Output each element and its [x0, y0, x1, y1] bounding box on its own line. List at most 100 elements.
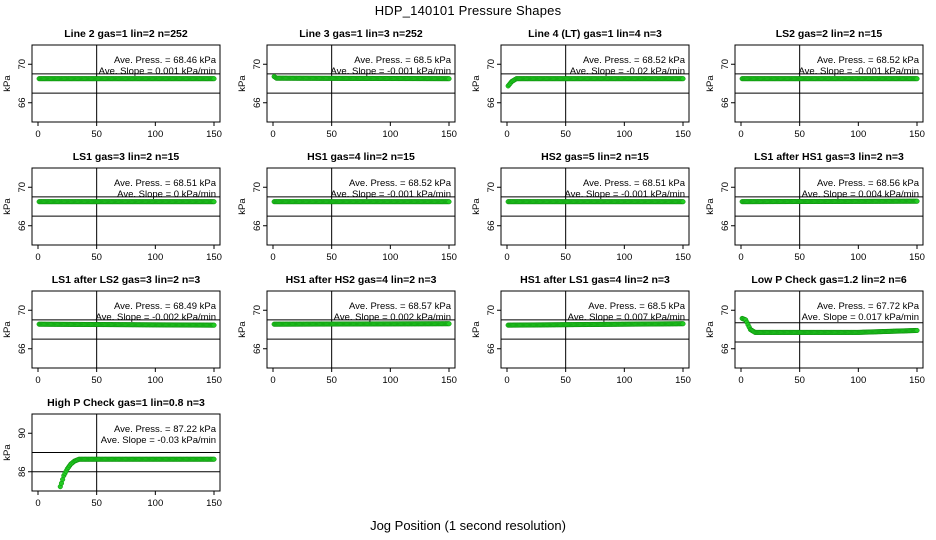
y-tick-label: 66	[720, 97, 731, 108]
panel-title: High P Check gas=1 lin=0.8 n=3	[47, 397, 205, 409]
y-axis-label: kPa	[471, 321, 482, 338]
data-point	[914, 76, 920, 82]
y-tick-label: 66	[17, 97, 28, 108]
x-tick-label: 50	[794, 375, 805, 386]
y-tick-label: 90	[17, 428, 28, 439]
y-tick-label: 86	[17, 466, 28, 477]
data-points	[36, 76, 217, 82]
data-points	[271, 199, 452, 205]
x-tick-label: 0	[270, 252, 275, 263]
y-tick-label: 70	[252, 305, 263, 316]
x-tick-label: 0	[35, 129, 40, 140]
panel-title: Line 2 gas=1 lin=2 n=252	[64, 28, 188, 40]
avg-slope-annotation: Ave. Slope = -0.001 kPa/min	[331, 66, 452, 77]
avg-slope-annotation: Ave. Slope = -0.001 kPa/min	[331, 189, 452, 200]
y-tick-label: 70	[486, 59, 497, 70]
x-tick-label: 50	[560, 375, 571, 386]
x-tick-label: 100	[147, 129, 163, 140]
avg-pressure-annotation: Ave. Press. = 68.5 kPa	[354, 55, 451, 66]
y-tick-label: 70	[252, 59, 263, 70]
avg-slope-annotation: Ave. Slope = 0.017 kPa/min	[802, 312, 919, 323]
avg-slope-annotation: Ave. Slope = 0.004 kPa/min	[802, 189, 919, 200]
y-tick-label: 66	[252, 220, 263, 231]
x-tick-label: 0	[35, 498, 40, 509]
x-tick-label: 150	[441, 252, 457, 263]
panel-title: HS1 after LS1 gas=4 lin=2 n=3	[520, 274, 670, 286]
y-tick-label: 66	[486, 220, 497, 231]
y-tick-label: 66	[17, 220, 28, 231]
plot-frame	[266, 44, 456, 123]
y-axis-label: kPa	[2, 444, 13, 461]
x-tick-label: 0	[738, 375, 743, 386]
panel-11: HS1 after LS1 gas=4 lin=2 n=3 Ave. Press.…	[471, 274, 691, 386]
x-tick-label: 0	[504, 375, 509, 386]
x-tick-label: 100	[850, 252, 866, 263]
x-tick-label: 0	[504, 252, 509, 263]
x-tick-label: 100	[147, 375, 163, 386]
x-tick-label: 150	[206, 498, 222, 509]
y-tick-label: 66	[720, 220, 731, 231]
y-tick-label: 66	[252, 343, 263, 354]
data-points	[57, 456, 217, 490]
avg-slope-annotation: Ave. Slope = -0.001 kPa/min	[799, 66, 920, 77]
x-tick-label: 150	[441, 129, 457, 140]
avg-pressure-annotation: Ave. Press. = 68.51 kPa	[114, 178, 217, 189]
y-axis-label: kPa	[237, 321, 248, 338]
avg-pressure-annotation: Ave. Press. = 87.22 kPa	[114, 424, 217, 435]
y-axis-label: kPa	[237, 198, 248, 215]
avg-slope-annotation: Ave. Slope = 0.007 kPa/min	[568, 312, 685, 323]
data-point	[211, 76, 217, 82]
panel-title: HS2 gas=5 lin=2 n=15	[541, 151, 649, 163]
panel-9: LS1 after LS2 gas=3 lin=2 n=3 Ave. Press.…	[2, 274, 222, 386]
x-tick-label: 150	[675, 375, 691, 386]
panel-7: HS2 gas=5 lin=2 n=15 Ave. Press. = 68.51 …	[471, 151, 691, 263]
y-tick-label: 66	[486, 343, 497, 354]
data-point	[211, 199, 217, 205]
avg-pressure-annotation: Ave. Press. = 68.52 kPa	[583, 55, 686, 66]
y-tick-label: 70	[17, 182, 28, 193]
panel-title: HS1 gas=4 lin=2 n=15	[307, 151, 415, 163]
y-axis-label: kPa	[471, 198, 482, 215]
data-points	[505, 76, 686, 89]
x-tick-label: 100	[616, 129, 632, 140]
panel-title: LS1 gas=3 lin=2 n=15	[73, 151, 180, 163]
x-tick-label: 150	[909, 375, 925, 386]
plot-frame	[31, 44, 221, 123]
x-tick-label: 50	[326, 129, 337, 140]
panel-title: Line 3 gas=1 lin=3 n=252	[299, 28, 423, 40]
x-tick-label: 50	[326, 375, 337, 386]
figure-x-axis-label: Jog Position (1 second resolution)	[370, 518, 566, 533]
y-tick-label: 66	[252, 97, 263, 108]
y-axis-label: kPa	[237, 75, 248, 92]
y-axis-label: kPa	[705, 75, 716, 92]
x-tick-label: 50	[794, 252, 805, 263]
x-tick-label: 100	[147, 498, 163, 509]
panel-8: LS1 after HS1 gas=3 lin=2 n=3 Ave. Press.…	[705, 151, 925, 263]
panel-title: LS1 after HS1 gas=3 lin=2 n=3	[754, 151, 904, 163]
x-tick-label: 0	[270, 129, 275, 140]
y-axis-label: kPa	[2, 198, 13, 215]
x-tick-label: 100	[616, 375, 632, 386]
plot-frame	[734, 167, 924, 246]
data-point	[680, 76, 686, 82]
panel-2: Line 3 gas=1 lin=3 n=252 Ave. Press. = 68…	[237, 28, 457, 140]
data-point	[446, 199, 452, 205]
x-tick-label: 50	[794, 129, 805, 140]
x-tick-label: 0	[738, 252, 743, 263]
x-tick-label: 100	[616, 252, 632, 263]
plot-frame	[500, 167, 690, 246]
y-tick-label: 70	[720, 305, 731, 316]
x-tick-label: 50	[91, 375, 102, 386]
panel-12: Low P Check gas=1.2 lin=2 n=6 Ave. Press.…	[705, 274, 925, 386]
panel-title: HS1 after HS2 gas=4 lin=2 n=3	[286, 274, 437, 286]
y-tick-label: 70	[720, 182, 731, 193]
panel-title: Low P Check gas=1.2 lin=2 n=6	[751, 274, 906, 286]
panel-6: HS1 gas=4 lin=2 n=15 Ave. Press. = 68.52 …	[237, 151, 457, 263]
x-tick-label: 150	[675, 252, 691, 263]
x-tick-label: 150	[206, 252, 222, 263]
avg-pressure-annotation: Ave. Press. = 68.57 kPa	[349, 301, 452, 312]
panel-10: HS1 after HS2 gas=4 lin=2 n=3 Ave. Press.…	[237, 274, 457, 386]
x-tick-label: 0	[504, 129, 509, 140]
avg-slope-annotation: Ave. Slope = -0.001 kPa/min	[565, 189, 686, 200]
